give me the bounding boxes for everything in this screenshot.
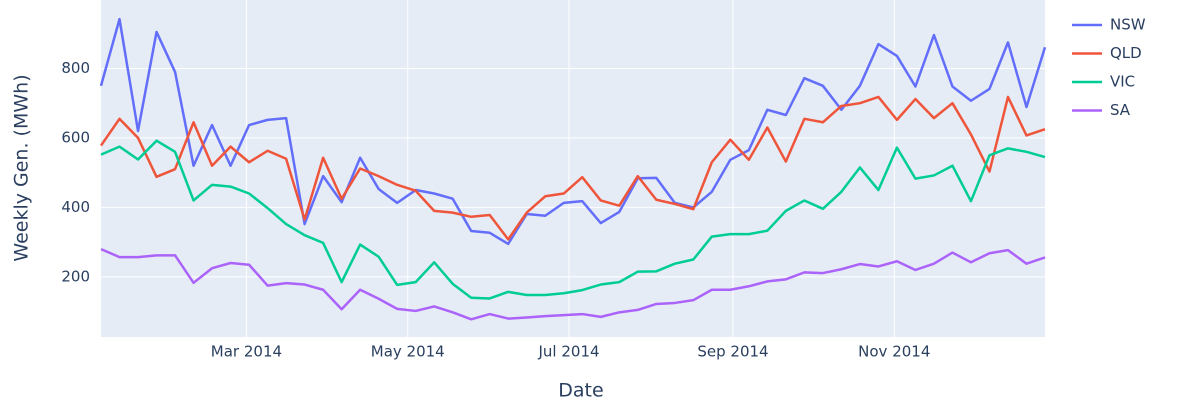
x-tick-label: May 2014 [371,343,445,361]
legend-item[interactable]: NSW [1072,16,1146,34]
legend-label: QLD [1110,44,1142,62]
series-line [99,95,1046,241]
series-line [99,17,1047,246]
legend-item[interactable]: VIC [1072,73,1135,91]
legend-label: VIC [1110,73,1135,91]
legend-label: SA [1110,101,1131,119]
y-tick-label: 400 [61,198,90,216]
x-axis-title: Date [558,380,603,402]
y-tick-label: 200 [61,267,90,285]
legend-item[interactable]: QLD [1072,44,1142,62]
legend-label: NSW [1110,16,1146,34]
x-tick-label: Mar 2014 [211,343,282,361]
legend-item[interactable]: SA [1072,101,1131,119]
y-axis-title: Weekly Gen. (MWh) [11,74,33,261]
x-tick-label: Sep 2014 [697,343,768,361]
x-tick-label: Nov 2014 [858,343,930,361]
y-tick-label: 800 [61,59,90,77]
plot-background [101,0,1045,337]
series-line [100,139,1046,300]
x-tick-label: Jul 2014 [538,343,600,361]
series-line [100,247,1046,321]
y-tick-label: 600 [61,128,90,146]
